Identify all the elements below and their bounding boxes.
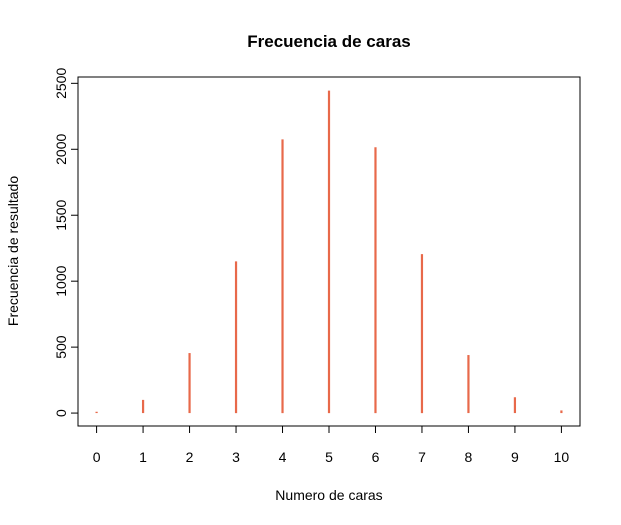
y-tick-label: 2500	[53, 68, 69, 99]
x-axis-title: Numero de caras	[275, 487, 382, 503]
y-tick-label: 2000	[53, 133, 69, 164]
x-tick-label: 8	[465, 449, 473, 465]
x-tick-label: 2	[186, 449, 194, 465]
y-tick-label: 0	[53, 409, 69, 417]
y-tick-label: 1500	[53, 199, 69, 230]
x-tick-label: 10	[554, 449, 570, 465]
y-axis: 0 500 1000 1500 2000 2500	[53, 68, 79, 417]
chart-title: Frecuencia de caras	[247, 32, 410, 51]
bars	[95, 90, 563, 414]
y-tick-label: 1000	[53, 265, 69, 296]
x-tick-label: 1	[139, 449, 147, 465]
y-tick-label: 500	[53, 335, 69, 359]
x-axis: 0 1 2 3 4 5 6 7 8 9 10	[93, 425, 570, 465]
x-tick-label: 5	[325, 449, 333, 465]
x-tick-label: 0	[93, 449, 101, 465]
x-tick-label: 3	[232, 449, 240, 465]
x-tick-label: 7	[418, 449, 426, 465]
x-tick-label: 6	[372, 449, 380, 465]
x-tick-label: 4	[279, 449, 287, 465]
x-tick-label: 9	[511, 449, 519, 465]
y-axis-title: Frecuencia de resultado	[5, 176, 21, 326]
